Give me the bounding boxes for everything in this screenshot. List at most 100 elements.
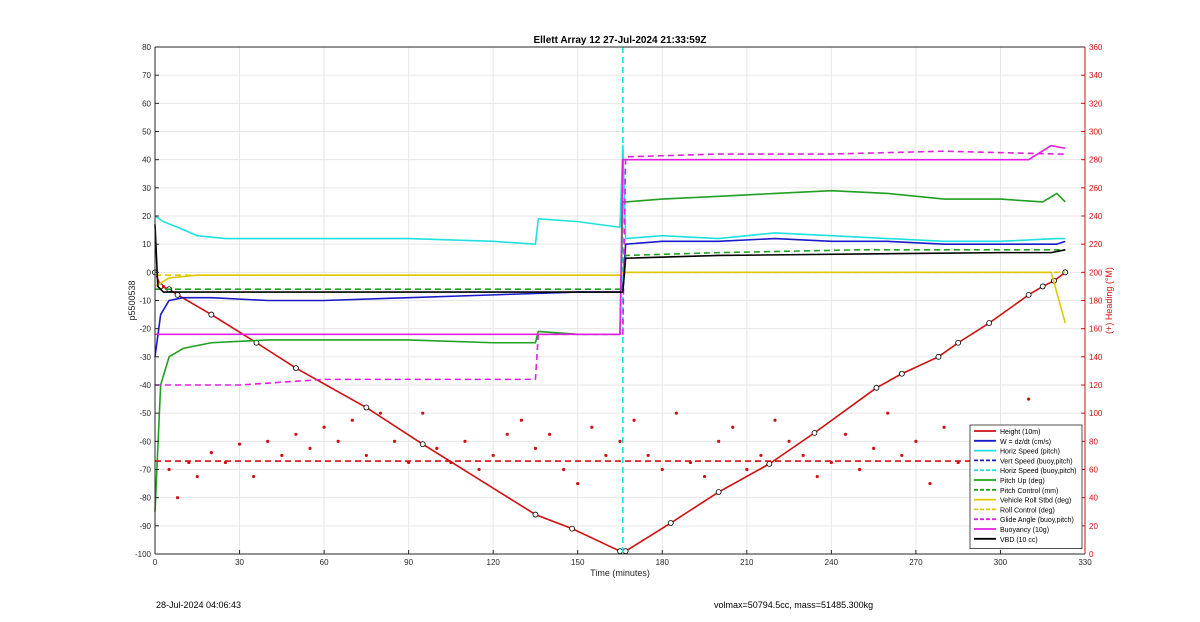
heading-point xyxy=(505,432,509,436)
legend: Height (10m) W = dz/dt (cm/s) Horiz Speed … xyxy=(969,424,1083,549)
heading-point xyxy=(562,467,566,472)
series-line-0 xyxy=(154,271,1066,552)
heading-point xyxy=(745,467,749,472)
y2-tick-label: 180 xyxy=(1089,297,1103,306)
x-tick-label: 60 xyxy=(320,558,329,567)
height-marker xyxy=(667,520,674,526)
y2-axis-label: (+) Heading (°M) xyxy=(1104,267,1114,334)
heading-point xyxy=(477,467,481,472)
legend-label: W = dz/dt (cm/s) xyxy=(1000,439,1051,446)
heading-point xyxy=(533,446,538,450)
height-marker xyxy=(419,441,426,448)
y-tick-label: -70 xyxy=(139,466,151,475)
heading-point xyxy=(787,439,791,443)
height-marker xyxy=(898,370,905,377)
heading-point xyxy=(294,432,298,436)
y2-tick-label: 60 xyxy=(1089,466,1098,475)
x-tick-label: 300 xyxy=(994,558,1008,567)
x-tick-label: 90 xyxy=(404,558,413,567)
height-marker xyxy=(293,365,299,372)
height-marker xyxy=(873,384,880,391)
heading-point xyxy=(576,481,580,486)
y-tick-label: -90 xyxy=(139,522,151,531)
y2-tick-label: 260 xyxy=(1089,184,1103,193)
y2-tick-label: 300 xyxy=(1089,128,1103,137)
heading-point xyxy=(547,432,552,436)
legend-label: Pitch Control (mm) xyxy=(1000,488,1058,495)
heading-point xyxy=(336,439,340,443)
heading-point xyxy=(195,474,199,479)
y-tick-label: -80 xyxy=(139,494,151,503)
y2-tick-label: 220 xyxy=(1089,240,1103,249)
heading-point xyxy=(618,439,622,443)
series-line-2 xyxy=(154,144,1066,245)
height-marker xyxy=(955,339,962,346)
y-tick-label: -40 xyxy=(139,381,151,390)
heading-point xyxy=(872,446,876,450)
legend-label: Horiz Speed (buoy,pitch) xyxy=(1000,468,1077,475)
y2-tick-label: 200 xyxy=(1089,268,1103,277)
footer-timestamp: 28-Jul-2024 04:06:43 xyxy=(156,600,242,610)
y-tick-label: -10 xyxy=(139,297,151,306)
y2-tick-label: 80 xyxy=(1089,437,1098,446)
x-tick-label: 240 xyxy=(825,558,839,567)
heading-point xyxy=(886,411,890,415)
heading-point xyxy=(491,453,495,458)
y-tick-label: -60 xyxy=(139,437,151,446)
heading-point xyxy=(237,442,242,446)
chart-title: Ellett Array 12 27-Jul-2024 21:33:59Z xyxy=(533,35,706,46)
height-marker xyxy=(811,429,818,436)
y2-tick-label: 0 xyxy=(1089,550,1094,559)
x-tick-label: 150 xyxy=(571,558,585,567)
y2-tick-label: 40 xyxy=(1089,494,1098,503)
y-tick-label: -100 xyxy=(135,550,152,559)
y2-tick-label: 20 xyxy=(1089,522,1098,531)
legend-label: VBD (10 cc) xyxy=(1000,537,1038,544)
heading-point xyxy=(308,446,312,450)
x-tick-label: 120 xyxy=(487,558,501,567)
y-tick-label: -50 xyxy=(139,409,151,418)
y-tick-label: 60 xyxy=(142,99,151,108)
legend-label: Vehicle Roll Stbd (deg) xyxy=(1000,498,1071,505)
height-marker xyxy=(363,404,370,411)
height-marker xyxy=(532,511,539,518)
heading-point xyxy=(590,425,594,429)
series-line-9 xyxy=(155,144,1066,336)
x-tick-label: 270 xyxy=(909,558,923,567)
legend-label: Roll Control (deg) xyxy=(1000,507,1055,514)
heading-point xyxy=(1027,397,1031,401)
legend-label: Horiz Speed (pitch) xyxy=(1000,449,1060,456)
legend-label: Vert Speed (buoy,pitch) xyxy=(1000,458,1073,465)
heading-point xyxy=(717,439,721,443)
y-tick-label: 30 xyxy=(142,184,151,193)
height-marker xyxy=(174,291,181,298)
heading-point xyxy=(815,474,819,479)
series-line-5 xyxy=(155,249,1066,291)
heading-point xyxy=(161,284,166,289)
x-tick-label: 210 xyxy=(740,558,754,567)
heading-point xyxy=(167,467,171,472)
y-tick-label: 50 xyxy=(142,128,151,137)
heading-point xyxy=(773,418,777,422)
y2-tick-label: 280 xyxy=(1089,156,1103,165)
y2-tick-label: 140 xyxy=(1089,353,1103,362)
heading-point xyxy=(175,496,180,500)
height-marker xyxy=(1025,291,1032,298)
x-axis-label: Time (minutes) xyxy=(590,568,650,578)
x-tick-label: 30 xyxy=(235,558,244,567)
y2-tick-label: 100 xyxy=(1089,409,1103,418)
heading-point xyxy=(392,439,397,443)
legend-label: Glide Angle (buoy,pitch) xyxy=(1000,517,1074,524)
heading-point xyxy=(632,418,636,422)
heading-point xyxy=(322,425,326,429)
heading-point xyxy=(660,467,664,472)
heading-point xyxy=(914,439,918,443)
height-marker xyxy=(569,525,575,532)
y-tick-label: -20 xyxy=(139,325,151,334)
y-tick-label: 10 xyxy=(142,240,151,249)
height-marker xyxy=(766,460,773,467)
y-tick-label: 40 xyxy=(142,156,151,165)
heading-point xyxy=(604,453,608,458)
heading-point xyxy=(843,432,848,436)
